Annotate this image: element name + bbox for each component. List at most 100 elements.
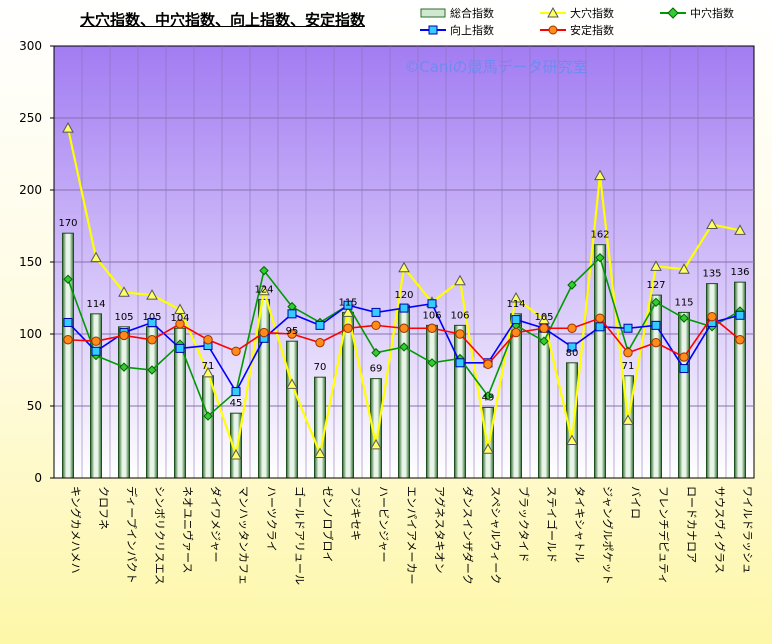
y-tick-label: 50 [27, 399, 42, 413]
marker-antei [231, 346, 241, 356]
marker-chuana [427, 358, 437, 368]
x-tick-label: マンハッタンカフェ [237, 486, 250, 585]
bar-ロードカナロア [678, 311, 690, 479]
marker-kojo [679, 364, 689, 374]
marker-antei [343, 323, 353, 333]
legend-bar-swatch [420, 8, 446, 18]
marker-daiana [174, 303, 186, 315]
marker-daiana [454, 274, 466, 286]
marker-antei [371, 320, 381, 331]
x-tick-label: ブラックタイド [517, 486, 531, 563]
marker-kojo [63, 317, 73, 327]
marker-antei [147, 335, 157, 345]
marker-kojo [595, 322, 605, 332]
legend-label: 向上指数 [450, 24, 494, 37]
marker-chuana [651, 297, 661, 308]
marker-kojo [567, 342, 577, 352]
bar-data-label: 127 [646, 280, 665, 291]
bar-data-label: 115 [338, 297, 357, 308]
marker-kojo [511, 315, 521, 325]
x-tick-label: シンボリクリスエス [153, 486, 166, 585]
marker-antei [511, 327, 521, 338]
marker-antei [287, 329, 297, 339]
marker-chuana [147, 365, 157, 375]
bar-data-label: 80 [566, 348, 579, 359]
legend-item-antei: 安定指数 [540, 22, 614, 38]
bar-アグネスタキオン [426, 324, 438, 479]
bar-キングカメハメハ [62, 232, 74, 479]
x-tick-label: ハービンジャー [377, 486, 390, 562]
marker-chuana [539, 336, 549, 346]
x-tick-label: ロードカナロア [685, 486, 698, 563]
marker-antei [483, 359, 493, 369]
marker-daiana [650, 260, 662, 271]
bar-data-label: 136 [730, 267, 749, 278]
marker-kojo [427, 299, 437, 309]
marker-chuana [119, 362, 129, 372]
legend-label: 大穴指数 [570, 7, 614, 20]
x-tick-label: ハーツクライ [265, 486, 278, 552]
legend-item-kojo: 向上指数 [420, 22, 494, 38]
bar-data-label: 95 [286, 326, 299, 337]
marker-antei [63, 335, 73, 345]
marker-antei [567, 323, 577, 333]
marker-kojo [399, 303, 409, 313]
marker-kojo [147, 317, 157, 327]
x-tick-label: キングカメハメハ [69, 486, 83, 574]
legend-triangle-swatch [540, 7, 566, 18]
marker-daiana [566, 434, 578, 446]
marker-chuana [371, 348, 381, 358]
marker-daiana [398, 261, 410, 273]
marker-kojo [315, 320, 325, 330]
marker-daiana [622, 414, 634, 425]
marker-antei [175, 319, 185, 329]
x-tick-label: ゴールドアリュール [293, 486, 307, 585]
x-tick-label: ゼンノロブロイ [321, 486, 335, 562]
bar-data-label: 115 [674, 297, 693, 308]
y-tick-label: 200 [19, 183, 42, 197]
x-tick-label: ディープインパクト [125, 486, 139, 584]
x-tick-label: フレンチデピュティ [657, 486, 671, 584]
marker-kojo [735, 310, 745, 320]
bar-data-label: 105 [114, 312, 133, 323]
bar-data-label: 105 [534, 312, 553, 323]
marker-antei [455, 329, 465, 339]
bar-data-label: 104 [170, 313, 189, 324]
marker-antei [539, 323, 549, 333]
bar-data-label: 114 [86, 299, 105, 310]
bar-ディープインパクト [118, 326, 130, 479]
marker-kojo [343, 300, 353, 310]
x-tick-label: フジキセキ [349, 486, 362, 541]
marker-daiana [90, 251, 102, 263]
bar-ゴールドアリュール [286, 340, 298, 479]
bar-data-label: 106 [450, 310, 469, 321]
chart-title: 大穴指数、中穴指数、向上指数、安定指数 [80, 11, 366, 29]
bar-シンボリクリスエス [146, 326, 158, 479]
bar-data-label: 71 [622, 361, 635, 372]
marker-chuana [679, 313, 689, 323]
marker-antei [707, 312, 717, 322]
x-tick-label: エンパイアメーカー [405, 486, 418, 584]
y-tick-label: 150 [19, 255, 42, 269]
marker-antei [91, 336, 101, 346]
x-tick-label: ジャングルポケット [601, 486, 615, 584]
x-tick-label: アグネスタキオン [433, 486, 447, 573]
bar-data-label: 69 [370, 364, 383, 375]
x-tick-label: ダンスインザダーク [461, 486, 475, 585]
x-tick-label: ダイワメジャー [209, 486, 223, 562]
marker-daiana [230, 448, 242, 460]
marker-daiana [118, 286, 130, 297]
marker-kojo [371, 307, 381, 317]
marker-daiana [286, 378, 298, 389]
watermark: ©Caniの競馬データ研究室 [404, 58, 587, 76]
marker-chuana [203, 411, 213, 421]
marker-daiana [342, 306, 354, 317]
bar-data-label: 106 [422, 310, 441, 321]
bar-data-label: 170 [58, 218, 77, 229]
bar-data-label: 71 [202, 361, 215, 372]
legend-square-swatch [420, 25, 446, 35]
marker-antei [623, 348, 633, 358]
marker-chuana [483, 391, 493, 401]
bar-data-label: 45 [230, 398, 243, 409]
